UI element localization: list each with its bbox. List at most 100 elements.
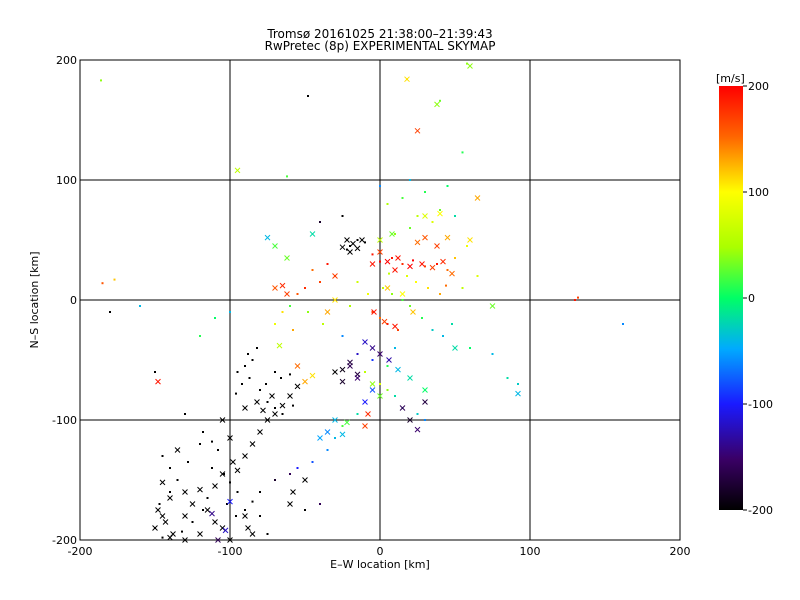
data-point-dot: [451, 323, 453, 325]
data-point-dot: [401, 299, 404, 301]
data-point-x: [339, 366, 346, 373]
data-point-dot: [113, 278, 116, 281]
data-point-dot: [356, 281, 359, 283]
data-point-x-stroke: [339, 378, 346, 385]
data-point-dot: [226, 503, 228, 505]
data-point-x-stroke: [204, 507, 211, 513]
data-point-x: [362, 339, 368, 345]
data-point-x-stroke: [362, 423, 368, 429]
data-point-dot: [322, 323, 324, 325]
data-point-dot: [356, 353, 359, 355]
data-point-dot: [371, 311, 374, 313]
data-point-x: [264, 234, 271, 241]
data-point-dot: [446, 185, 449, 187]
data-point-x-stroke: [249, 531, 256, 537]
y-tick-label: -100: [52, 414, 77, 427]
data-point-dot: [286, 175, 288, 178]
data-point-dot: [466, 62, 468, 65]
data-point-x: [219, 471, 226, 477]
data-point-dot: [391, 257, 393, 259]
data-point-x-stroke: [444, 234, 451, 241]
data-point-x: [389, 231, 395, 237]
data-point-x-stroke: [197, 531, 203, 537]
colorbar-tick-label: -200: [748, 504, 773, 517]
data-point-dot: [281, 311, 284, 313]
data-point-x-stroke: [279, 282, 286, 289]
data-point-dot: [274, 323, 276, 325]
data-point-x-stroke: [389, 231, 395, 237]
y-tick-label: -200: [52, 534, 77, 547]
data-point-x: [339, 378, 346, 385]
data-point-x-stroke: [474, 195, 481, 201]
data-point-dot: [101, 282, 104, 285]
data-point-dot: [409, 179, 411, 181]
data-point-dot: [454, 257, 456, 259]
data-point-x-stroke: [392, 323, 398, 330]
data-point-dot: [235, 515, 237, 517]
data-point-x: [407, 263, 413, 270]
plot-area: -200 -100 0 100 200 -200 -100 0 100 200: [52, 54, 690, 558]
data-point-x-stroke: [189, 501, 196, 507]
data-point-x-stroke: [332, 273, 338, 279]
data-point-x-stroke: [369, 387, 376, 393]
data-point-dot: [326, 263, 329, 265]
data-point-x-stroke: [227, 537, 233, 543]
data-point-x: [410, 309, 416, 315]
data-point-dot: [424, 191, 426, 193]
data-point-x: [369, 387, 376, 393]
data-point-x: [212, 483, 218, 489]
data-point-x-stroke: [219, 417, 226, 423]
data-point-x: [182, 537, 188, 543]
data-point-x-stroke: [302, 378, 308, 385]
data-point-x: [407, 417, 413, 423]
data-point-dot: [247, 353, 249, 355]
data-point-dot: [341, 335, 344, 337]
data-point-x: [434, 243, 440, 249]
data-point-x: [182, 489, 188, 495]
data-point-x-stroke: [414, 426, 421, 433]
data-point-dot: [326, 449, 329, 451]
data-point-x-stroke: [332, 417, 338, 423]
data-point-dot: [476, 275, 479, 277]
data-point-x-stroke: [339, 366, 346, 373]
data-point-x: [249, 531, 256, 537]
data-point-dot: [356, 413, 359, 415]
data-point-x-stroke: [284, 255, 290, 261]
data-point-x: [362, 423, 368, 429]
data-point-dot: [319, 221, 321, 223]
data-point-dot: [424, 265, 426, 268]
data-point-x-stroke: [155, 378, 161, 385]
data-point-x: [386, 357, 392, 363]
data-point-x: [189, 501, 196, 507]
data-point-dot: [406, 275, 408, 277]
data-point-dot: [202, 431, 204, 433]
data-point-dot: [364, 371, 366, 373]
data-point-x: [155, 507, 161, 513]
data-point-x: [242, 513, 248, 519]
data-point-x-stroke: [294, 383, 301, 390]
data-point-x: [287, 393, 293, 399]
data-point-x: [279, 282, 286, 289]
data-point-x-stroke: [276, 342, 283, 349]
data-point-x: [242, 405, 248, 411]
data-point-dot: [311, 269, 314, 271]
data-point-x-stroke: [410, 309, 416, 315]
data-point-x-stroke: [377, 393, 383, 399]
data-point-x-stroke: [302, 477, 308, 483]
data-point-dot: [184, 413, 186, 415]
data-point-x: [230, 459, 236, 465]
data-point-x: [155, 378, 161, 385]
gridlines: [80, 60, 680, 540]
data-point-dot: [109, 311, 111, 313]
data-point-dot: [445, 284, 447, 287]
data-point-dot: [211, 467, 213, 469]
data-point-x: [422, 399, 428, 405]
data-point-x: [434, 101, 440, 108]
data-point-dot: [191, 521, 194, 523]
data-point-dot: [442, 335, 444, 337]
data-point-dot: [217, 449, 219, 451]
data-point-dot: [391, 293, 393, 295]
data-point-x: [245, 525, 251, 531]
data-point-x: [515, 390, 521, 397]
data-point-x: [174, 447, 181, 453]
